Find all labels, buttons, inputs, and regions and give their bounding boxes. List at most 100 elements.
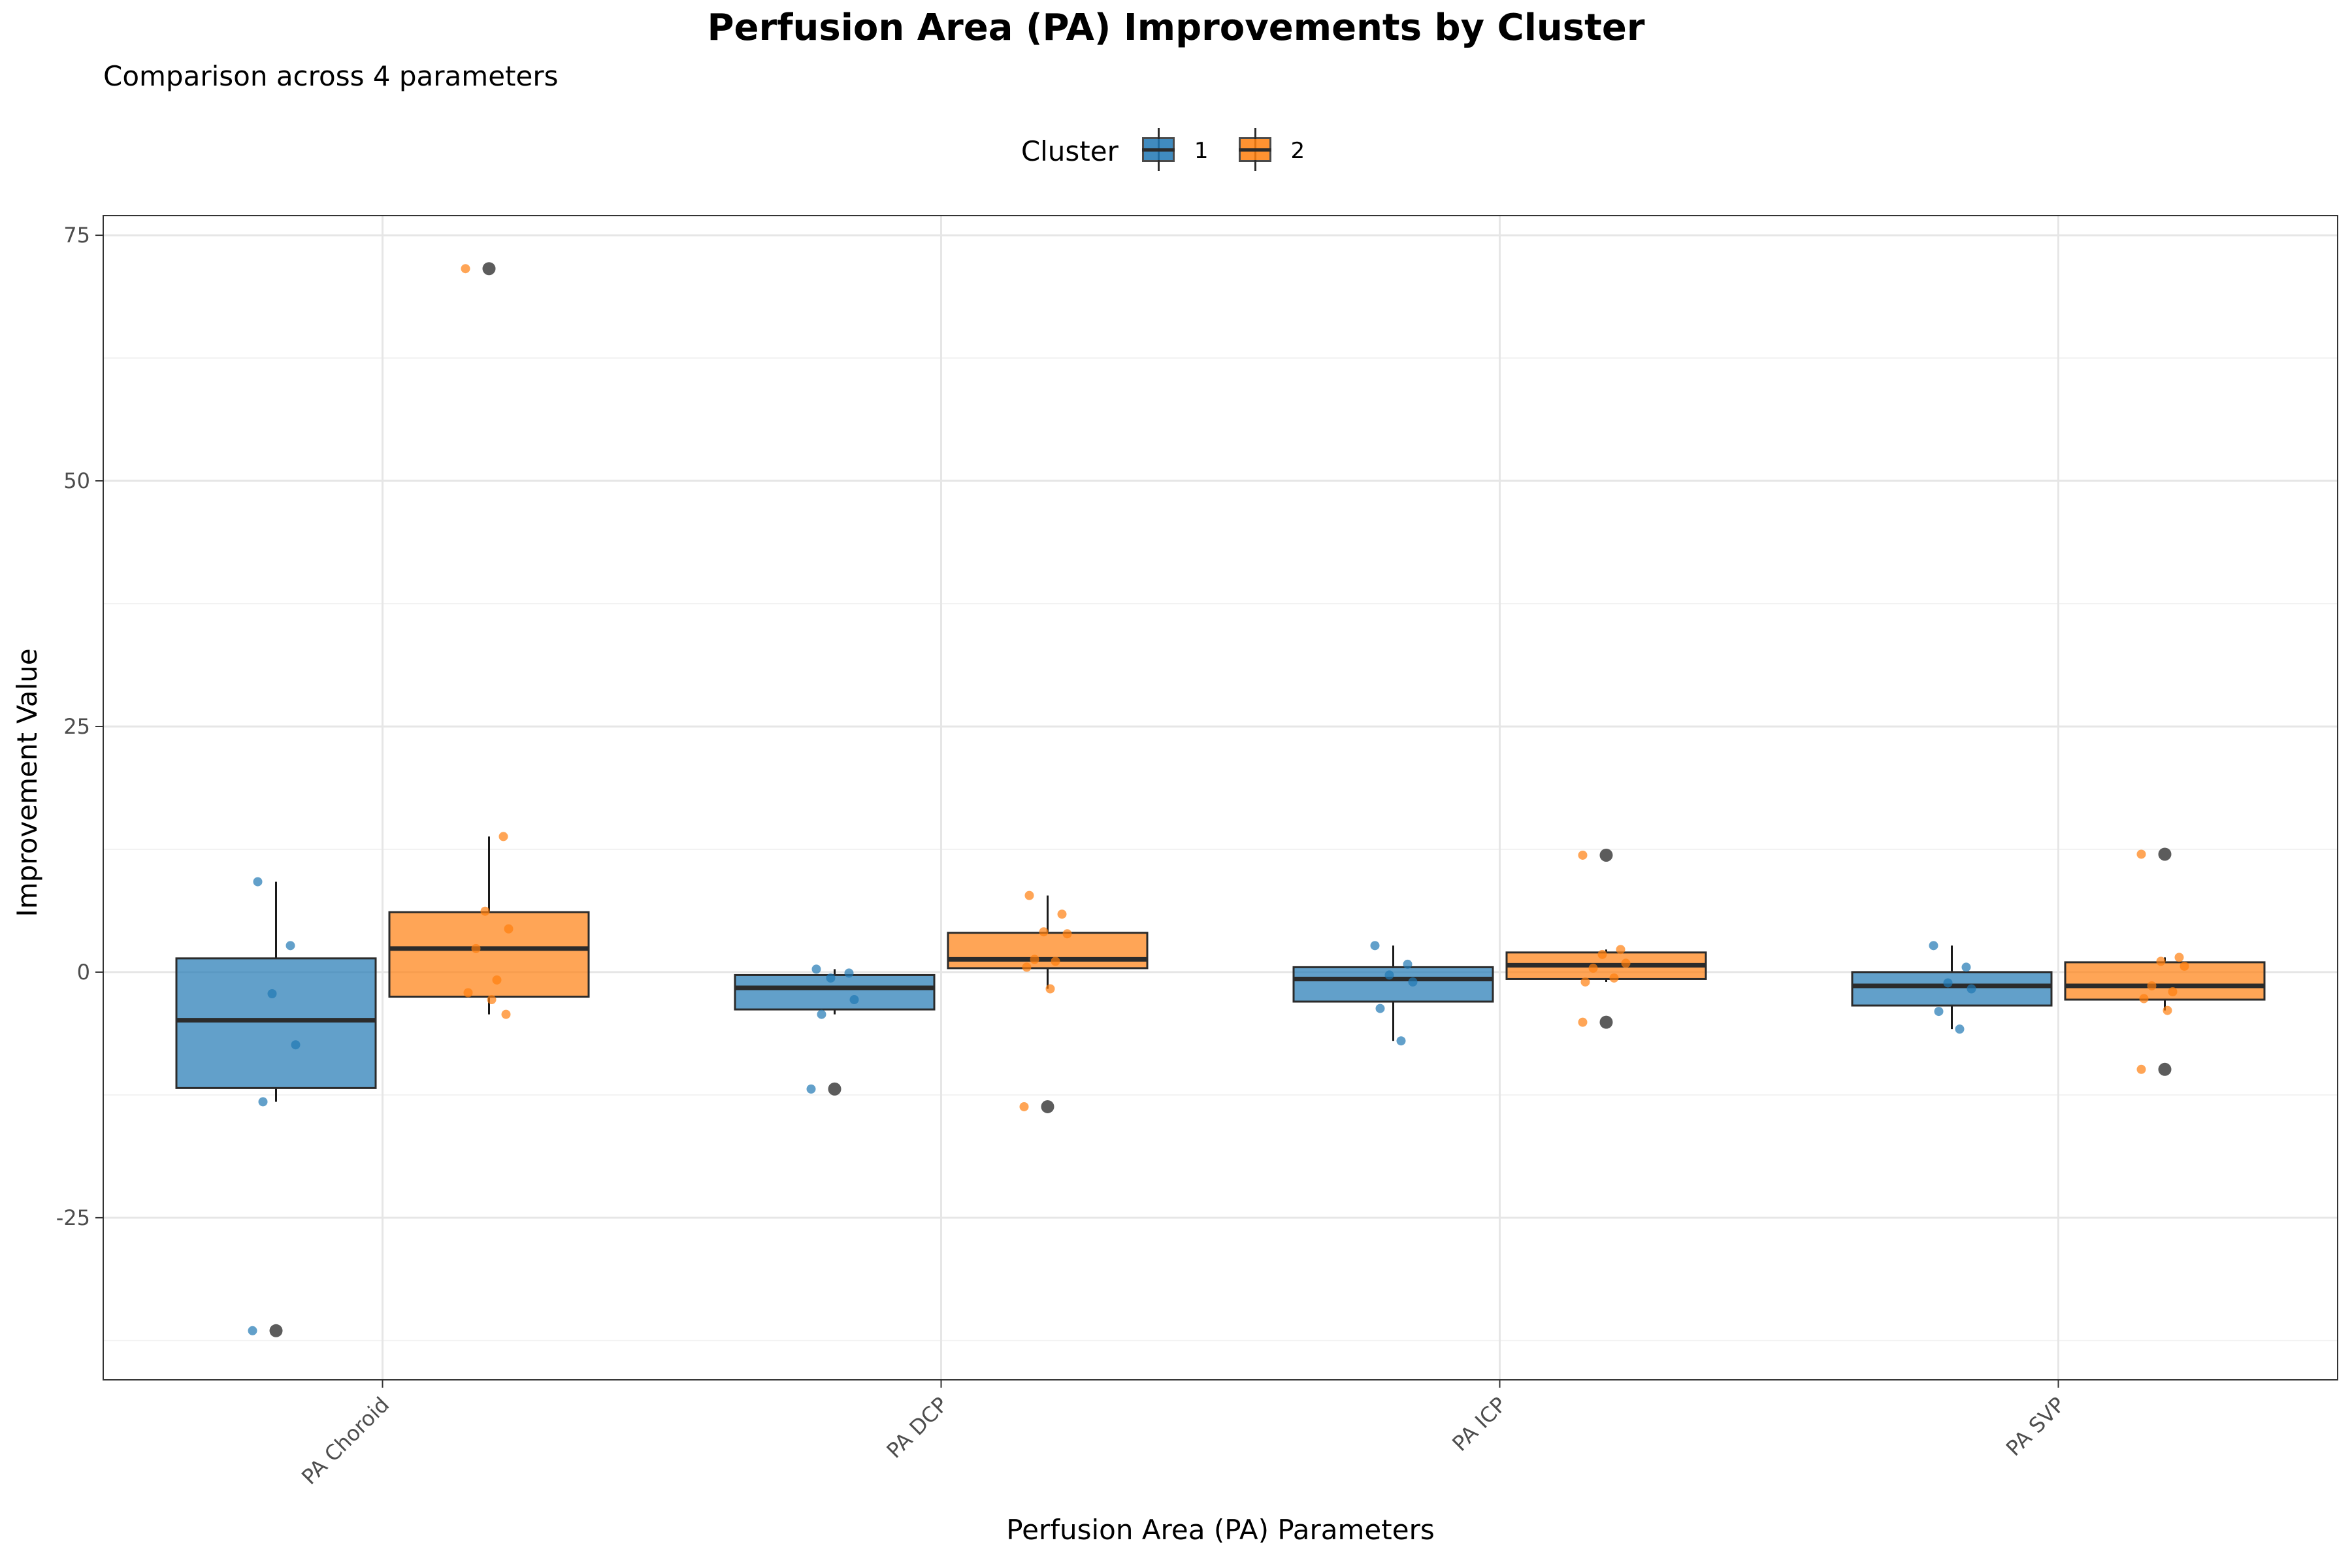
jitter-point [1030,955,1039,964]
box-cluster-2-pa-dcp [947,895,1149,1113]
jitter-point [1578,1017,1588,1027]
jitter-point [1403,959,1413,969]
x-tick-label: PA ICP [1447,1392,1511,1456]
jitter-point [1062,929,1072,939]
jitter-point [2163,1005,2172,1015]
jitter-point [2139,994,2149,1004]
jitter-point [1057,909,1067,919]
jitter-point [1039,927,1049,937]
box-iqr [1851,971,2053,1007]
jitter-point [258,1097,268,1107]
jitter-point [1597,949,1607,959]
jitter-point [1943,978,1953,988]
jitter-point [1045,984,1055,994]
jitter-point [1024,890,1034,900]
legend-key-cluster-1 [1138,128,1180,174]
jitter-point [286,941,295,951]
y-axis-title: Improvement Value [11,648,43,917]
legend-title: Cluster [1021,135,1119,167]
legend-label-cluster-2: 2 [1290,138,1305,164]
outlier-point [1041,1100,1054,1113]
jitter-point [480,906,490,916]
jitter-point [291,1040,301,1050]
jitter-point [1934,1007,1944,1017]
y-tick-label: 25 [63,714,90,739]
jitter-point [2156,956,2166,966]
chart-title: Perfusion Area (PA) Improvements by Clus… [707,7,1645,49]
box-iqr [2064,961,2266,1001]
box-iqr [175,957,377,1089]
legend: Cluster 1 2 [0,128,2352,174]
y-tick-label: 75 [63,223,90,248]
jitter-point [1051,956,1060,966]
legend-item-cluster-1: 1 [1138,128,1209,174]
x-tick-label: PA Choroid [297,1392,394,1490]
outlier-point [828,1082,841,1096]
jitter-point [253,877,263,887]
jitter-point [844,968,854,978]
jitter-point [463,988,473,998]
y-tick-label: 50 [63,468,90,493]
box-iqr [388,911,590,998]
jitter-point [492,975,502,985]
jitter-points [248,264,2189,1335]
x-tick-label: PA SVP [2001,1392,2070,1461]
jitter-point [817,1009,826,1019]
box-iqr [947,932,1149,970]
jitter-point [1929,941,1938,951]
box-cluster-1-pa-svp [1851,945,2053,1030]
jitter-point [1019,1102,1029,1111]
jitter-point [504,924,514,934]
grid-minor-lines [103,357,2338,1341]
box-iqr [734,973,936,1011]
box-cluster-2-pa-choroid [388,262,590,1015]
jitter-point [1578,850,1588,860]
jitter-point [461,264,470,274]
y-axis: -25 0 25 50 75 [56,223,103,1230]
jitter-point [1621,958,1631,968]
outlier-point [482,262,496,276]
jitter-point [2136,1064,2146,1074]
jitter-point [1616,945,1625,955]
jitter-point [498,832,508,841]
x-axis-title: Perfusion Area (PA) Parameters [1006,1514,1434,1546]
jitter-point [826,973,836,983]
chart-subtitle: Comparison across 4 parameters [103,60,559,92]
x-axis: PA Choroid PA DCP PA ICP PA SVP [297,1380,2070,1490]
x-tick-label: PA DCP [882,1392,953,1463]
jitter-point [1370,941,1380,951]
box-iqr [1292,966,1494,1003]
jitter-point [2180,961,2189,971]
jitter-point [1588,963,1598,973]
jitter-point [1580,977,1590,987]
jitter-point [2136,849,2146,859]
jitter-point [1396,1036,1406,1046]
y-tick-label: -25 [56,1205,90,1230]
jitter-point [2174,953,2184,962]
jitter-point [501,1009,511,1019]
outlier-point [269,1324,283,1337]
grid-major-lines [103,216,2338,1380]
jitter-point [849,995,859,1005]
jitter-point [2147,981,2157,990]
jitter-point [1609,973,1619,983]
jitter-point [487,995,497,1005]
panel-border [103,215,2338,1380]
jitter-point [1961,962,1971,972]
outlier-point [1599,1015,1613,1029]
legend-key-cluster-2 [1235,128,1277,174]
jitter-point [806,1084,816,1094]
outlier-point [1599,848,1613,862]
outlier-point [2158,847,2172,861]
outlier-point [2158,1062,2172,1076]
jitter-point [1384,970,1394,980]
jitter-point [1408,977,1418,987]
box-cluster-2-pa-svp [2064,847,2266,1076]
jitter-point [471,943,481,953]
jitter-point [2168,987,2178,996]
box-cluster-1-pa-icp [1292,945,1494,1041]
legend-label-cluster-1: 1 [1194,138,1209,164]
box-series [175,262,2266,1337]
y-tick-label: 0 [77,960,90,985]
jitter-point [811,964,821,974]
